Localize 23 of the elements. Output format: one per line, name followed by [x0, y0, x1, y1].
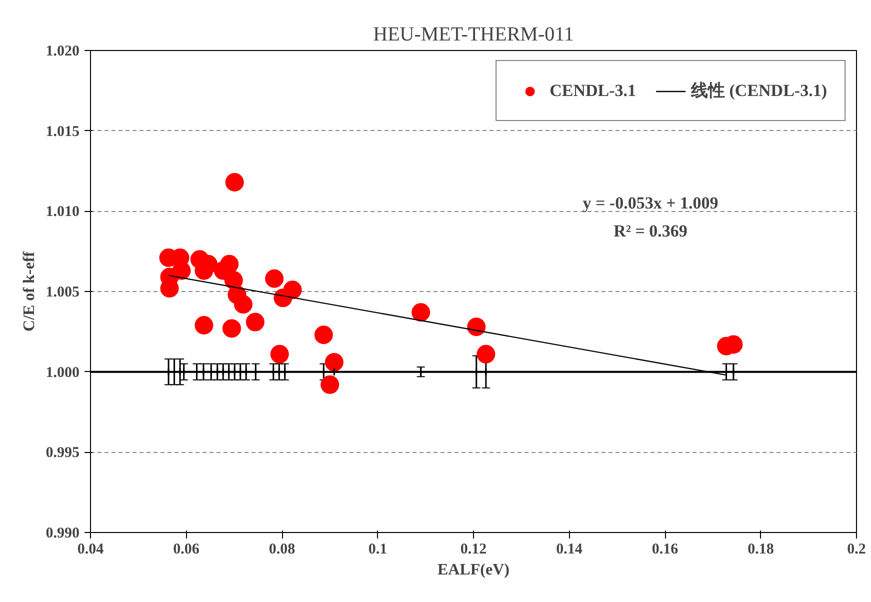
x-tick-label: 0.06	[173, 542, 200, 558]
y-tick-label: 1.015	[46, 124, 80, 140]
y-tick-label: 1.000	[46, 364, 80, 381]
x-tick-label: 0.16	[652, 542, 679, 558]
chart-title: HEU-MET-THERM-011	[373, 24, 574, 46]
x-tick-label: 0.14	[556, 542, 583, 558]
annotation: y = -0.053x + 1.009	[582, 194, 718, 212]
x-tick-label: 0.18	[748, 542, 774, 558]
legend-label: CENDL-3.1	[550, 80, 636, 100]
x-tick-label: 0.2	[847, 542, 866, 558]
x-tick-label: 0.08	[268, 542, 296, 558]
y-tick-label: 1.010	[46, 204, 80, 220]
x-tick-label: 0.04	[77, 542, 104, 558]
y-tick-label: 1.020	[46, 44, 80, 60]
x-tick-label: 0.1	[368, 542, 388, 558]
legend-label: 线性 (CENDL-3.1)	[691, 80, 827, 102]
y-tick-label: 0.995	[46, 445, 80, 462]
y-tick-label: 1.005	[46, 284, 80, 300]
y-tick-label: 0.990	[46, 526, 80, 542]
y-axis-title: C/E of k-eff	[20, 250, 38, 332]
x-tick-label: 0.12	[460, 542, 487, 558]
x-axis-title: EALF(eV)	[438, 562, 510, 578]
annotation: R² = 0.369	[614, 222, 688, 240]
